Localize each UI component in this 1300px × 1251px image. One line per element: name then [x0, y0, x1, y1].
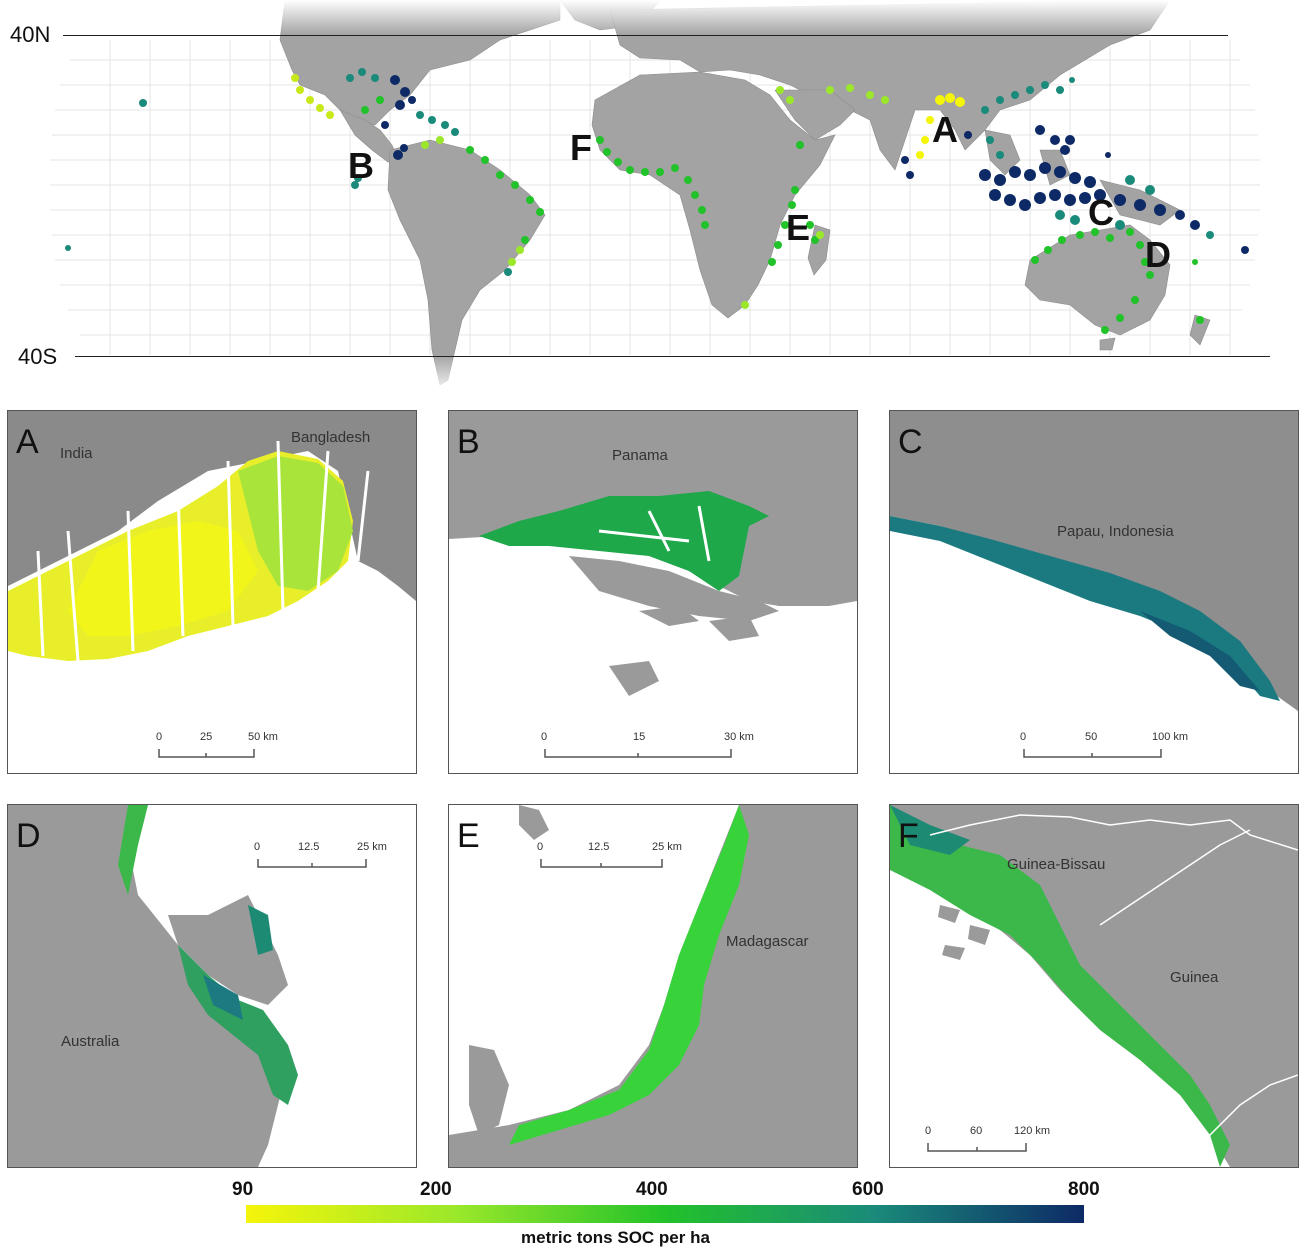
- place-guinea-bissau: Guinea-Bissau: [1007, 856, 1106, 873]
- scale-b-tick-2: 30 km: [724, 731, 754, 743]
- lat-label-north: 40N: [10, 22, 51, 47]
- panel-c-letter: C: [898, 423, 923, 461]
- place-australia: Australia: [61, 1033, 120, 1050]
- panel-e-map: [449, 805, 857, 1167]
- scale-f-tick-0: 0: [925, 1125, 932, 1137]
- scale-a-tick-1: 25: [200, 731, 213, 743]
- scale-d-tick-0: 0: [254, 841, 261, 853]
- scale-e-tick-1: 12.5: [588, 841, 610, 853]
- scale-c-tick-1: 50: [1085, 731, 1098, 743]
- scale-f-tick-1: 60: [970, 1125, 983, 1137]
- place-papau: Papau, Indonesia: [1057, 523, 1174, 540]
- place-bangladesh: Bangladesh: [291, 429, 371, 446]
- latitude-line-40s: [75, 356, 1270, 357]
- scale-a-tick-0: 0: [156, 731, 163, 743]
- panel-a-map: [8, 411, 416, 773]
- panel-a: A India Bangladesh 0 25 50 km: [7, 410, 417, 774]
- panel-c-map: [890, 411, 1298, 773]
- map-marker-d: D: [1145, 234, 1171, 275]
- panel-c: C Papau, Indonesia 0 50 100 km: [889, 410, 1299, 774]
- panel-d-letter: D: [16, 817, 41, 855]
- scale-bar-a: 0 25 50 km: [156, 731, 278, 761]
- panel-f: F Guinea-Bissau Guinea 0 60 120 km: [889, 804, 1299, 1168]
- panel-b-map: [449, 411, 857, 773]
- panel-e: E Madagascar 0 12.5 25 km: [448, 804, 858, 1168]
- scale-e-tick-2: 25 km: [652, 841, 682, 853]
- map-marker-b: B: [348, 145, 374, 186]
- scale-c-tick-2: 100 km: [1152, 731, 1189, 743]
- panel-b-letter: B: [457, 423, 480, 461]
- scale-bar-e: 0 12.5 25 km: [536, 841, 686, 871]
- panel-d-map: [8, 805, 416, 1167]
- panel-b: B Panama 0 15 30 km: [448, 410, 858, 774]
- scale-bar-b: 0 15 30 km: [539, 731, 754, 761]
- legend: 90 200 400 600 800 metric tons SOC per h…: [0, 1176, 1300, 1251]
- world-map-graphic: [0, 0, 1300, 395]
- scale-a-tick-2: 50 km: [248, 731, 278, 743]
- panel-a-letter: A: [16, 423, 39, 461]
- panel-e-letter: E: [457, 817, 480, 855]
- mangrove-hexes: [65, 68, 1249, 334]
- map-marker-c: C: [1088, 192, 1114, 233]
- map-marker-f: F: [570, 127, 592, 168]
- scale-bar-f: 0 60 120 km: [922, 1125, 1072, 1155]
- scale-bar-d: 0 12.5 25 km: [253, 841, 403, 871]
- scale-bar-c: 0 50 100 km: [1018, 731, 1188, 761]
- color-ramp-bar: [246, 1205, 1084, 1223]
- scale-c-tick-0: 0: [1020, 731, 1027, 743]
- legend-tick-200: 200: [420, 1179, 452, 1200]
- legend-tick-90: 90: [232, 1179, 254, 1200]
- scale-f-tick-2: 120 km: [1014, 1125, 1051, 1137]
- scale-b-tick-0: 0: [541, 731, 548, 743]
- panel-f-map: [890, 805, 1298, 1167]
- latitude-line-40n: [63, 35, 1228, 36]
- lat-label-south: 40S: [18, 344, 58, 369]
- scale-b-tick-1: 15: [633, 731, 646, 743]
- place-guinea: Guinea: [1170, 969, 1219, 986]
- legend-tick-400: 400: [636, 1179, 668, 1200]
- place-madagascar: Madagascar: [726, 933, 809, 950]
- scale-d-tick-1: 12.5: [298, 841, 320, 853]
- legend-title: metric tons SOC per ha: [521, 1228, 710, 1247]
- place-india: India: [60, 445, 93, 462]
- scale-d-tick-2: 25 km: [357, 841, 387, 853]
- panel-f-letter: F: [898, 817, 919, 855]
- legend-tick-600: 600: [852, 1179, 884, 1200]
- map-marker-a: A: [932, 109, 958, 150]
- world-map: 40N 40S A B C D E F: [0, 0, 1300, 395]
- scale-e-tick-0: 0: [537, 841, 544, 853]
- legend-tick-800: 800: [1068, 1179, 1100, 1200]
- map-marker-e: E: [786, 207, 811, 248]
- place-panama: Panama: [612, 447, 668, 464]
- panel-d: D Australia 0 12.5 25 km: [7, 804, 417, 1168]
